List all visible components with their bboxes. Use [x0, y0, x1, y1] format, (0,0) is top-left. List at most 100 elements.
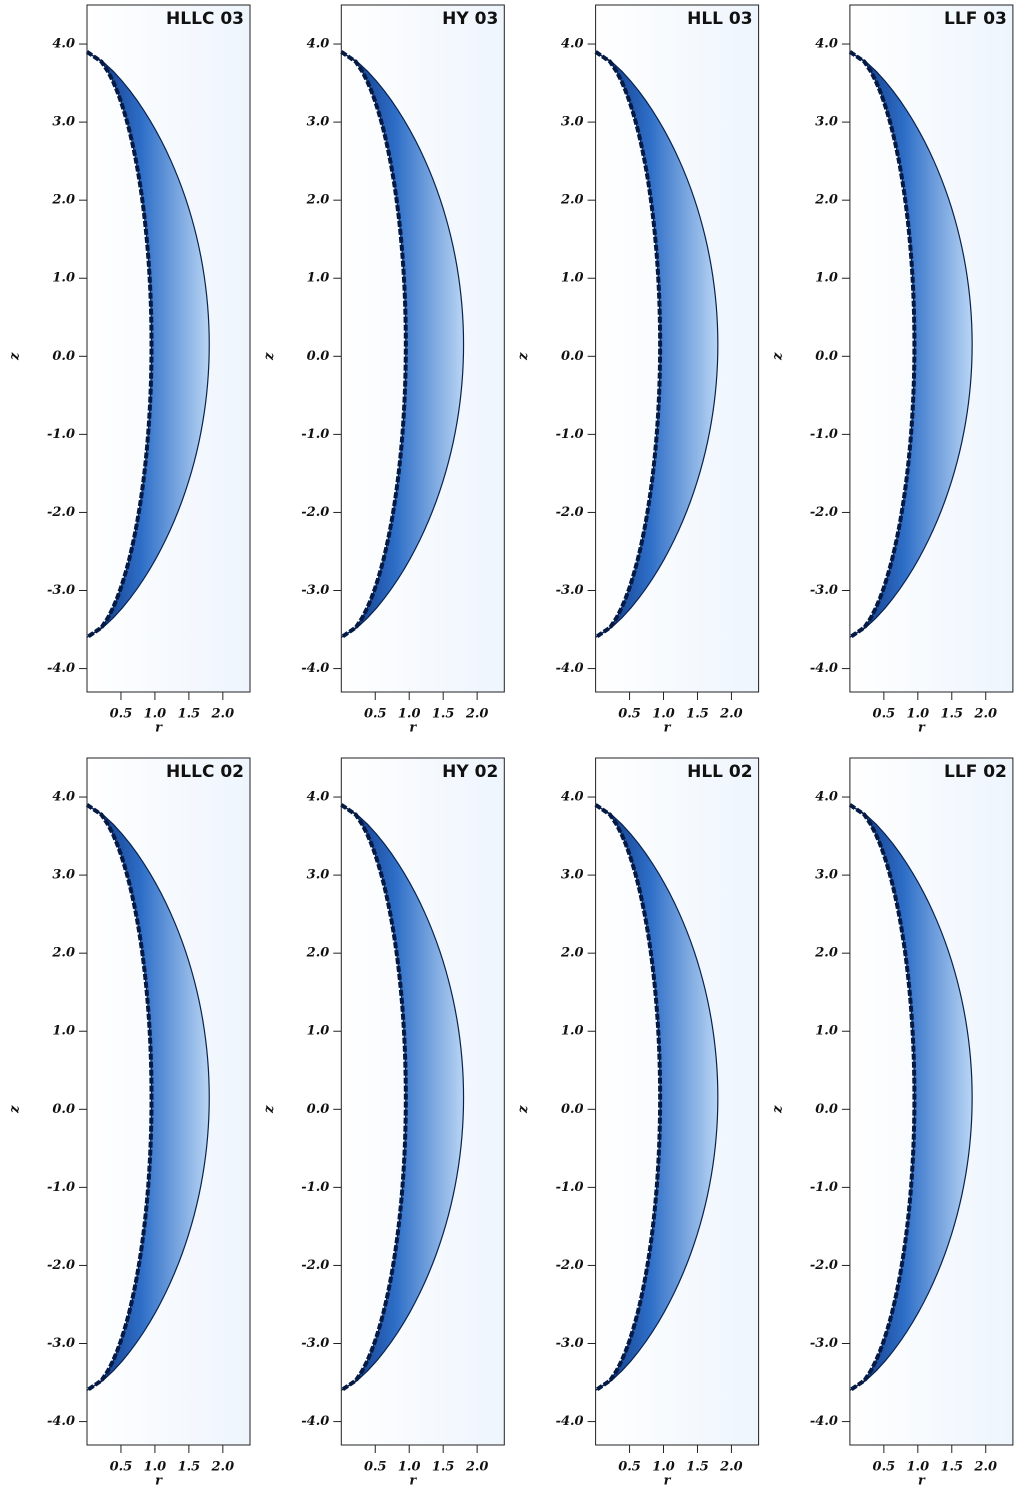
- panel-title: HLLC 03: [166, 9, 244, 29]
- y-tick-label: -2.0: [556, 505, 584, 520]
- x-tick-label: 2.0: [465, 707, 489, 722]
- y-tick-label: -1.0: [301, 427, 329, 442]
- y-tick-label: -2.0: [556, 1258, 584, 1273]
- y-tick-label: 4.0: [561, 37, 584, 52]
- y-tick-label: -3.0: [301, 1336, 329, 1351]
- y-tick-label: -4.0: [47, 1414, 75, 1429]
- y-tick-label: 3.0: [307, 115, 330, 130]
- panel: LLF 03 -4.0 -3.0 -2.0 -1.0 0.0 1.0 2.0 3.0 4.0 0.5…: [770, 4, 1014, 736]
- y-tick-label: 0.0: [815, 349, 838, 364]
- x-axis-label: r: [155, 721, 163, 736]
- y-tick-label: 1.0: [52, 1024, 75, 1039]
- y-tick-label: 1.0: [561, 1024, 584, 1039]
- contact-surface: [594, 50, 663, 640]
- y-tick-label: -4.0: [810, 1414, 838, 1429]
- y-tick-label: 1.0: [307, 1024, 330, 1039]
- x-axis-label: r: [409, 721, 417, 736]
- panel-title: HLL 03: [687, 9, 752, 29]
- y-tick-label: -3.0: [47, 583, 75, 598]
- y-tick-label: -4.0: [301, 1414, 329, 1429]
- y-tick-label: 1.0: [561, 271, 584, 286]
- y-tick-label: -1.0: [47, 427, 75, 442]
- x-axis-label: r: [918, 721, 926, 736]
- y-tick-label: 2.0: [306, 193, 330, 208]
- y-tick-label: -1.0: [810, 427, 838, 442]
- y-tick-label: -4.0: [47, 661, 75, 676]
- y-tick-label: 4.0: [815, 790, 838, 805]
- y-tick-label: -1.0: [556, 427, 584, 442]
- x-axis-label: r: [409, 1474, 417, 1488]
- x-tick-label: 2.0: [211, 1460, 235, 1475]
- y-axis-label: z: [516, 352, 531, 361]
- contact-surface: [85, 50, 154, 640]
- y-tick-label: 1.0: [815, 271, 838, 286]
- y-tick-label: -2.0: [810, 1258, 838, 1273]
- y-tick-label: 2.0: [306, 946, 330, 961]
- y-tick-label: 0.0: [52, 1102, 75, 1117]
- y-tick-label: 4.0: [307, 37, 330, 52]
- panel: HY 02 -4.0 -3.0 -2.0 -1.0 0.0 1.0 2.0 3.0 4.0 0.5 1…: [262, 757, 505, 1488]
- x-axis-label: r: [664, 1474, 672, 1488]
- x-tick-label: 0.5: [873, 707, 896, 722]
- y-tick-label: 4.0: [307, 790, 330, 805]
- x-tick-label: 1.5: [432, 1460, 455, 1475]
- x-tick-label: 1.5: [940, 707, 963, 722]
- y-tick-label: 3.0: [52, 115, 75, 130]
- y-axis-label: z: [262, 352, 277, 361]
- y-tick-label: 3.0: [561, 868, 584, 883]
- x-tick-label: 1.5: [686, 707, 709, 722]
- y-tick-label: 0.0: [815, 1102, 838, 1117]
- y-tick-label: -1.0: [47, 1180, 75, 1195]
- y-tick-label: 3.0: [815, 868, 838, 883]
- x-tick-label: 1.0: [144, 1460, 167, 1475]
- x-tick-label: 1.0: [398, 1460, 421, 1475]
- y-tick-label: 0.0: [52, 349, 75, 364]
- plot-frame: [595, 757, 760, 1446]
- y-tick-label: -2.0: [47, 1258, 75, 1273]
- panel-title: HLLC 02: [166, 762, 244, 782]
- x-tick-label: 1.0: [144, 707, 167, 722]
- y-tick-label: 0.0: [561, 349, 584, 364]
- contact-surface: [848, 803, 917, 1393]
- y-tick-label: 0.0: [307, 349, 330, 364]
- contact-surface: [848, 50, 917, 640]
- x-tick-label: 0.5: [618, 707, 641, 722]
- y-tick-label: 2.0: [560, 193, 584, 208]
- y-tick-label: 1.0: [307, 271, 330, 286]
- x-axis-label: r: [664, 721, 672, 736]
- plot-frame: [849, 4, 1014, 693]
- y-axis-label: z: [516, 1105, 531, 1114]
- y-axis-label: z: [770, 1105, 785, 1114]
- x-tick-label: 1.5: [686, 1460, 709, 1475]
- y-tick-label: -1.0: [810, 1180, 838, 1195]
- y-tick-label: -1.0: [301, 1180, 329, 1195]
- y-tick-label: -4.0: [556, 661, 584, 676]
- x-tick-label: 2.0: [719, 1460, 743, 1475]
- x-tick-label: 2.0: [973, 1460, 997, 1475]
- contact-surface: [340, 803, 408, 1393]
- y-tick-label: 1.0: [815, 1024, 838, 1039]
- y-tick-label: -3.0: [556, 1336, 584, 1351]
- y-tick-label: -1.0: [556, 1180, 584, 1195]
- x-tick-label: 0.5: [873, 1460, 896, 1475]
- plot-frame: [86, 4, 251, 693]
- panel-title: HY 03: [442, 9, 498, 29]
- x-axis-label: r: [155, 1474, 163, 1488]
- panel-title: HY 02: [442, 762, 498, 782]
- y-tick-label: -4.0: [556, 1414, 584, 1429]
- plot-frame: [340, 4, 505, 693]
- y-tick-label: -3.0: [47, 1336, 75, 1351]
- y-tick-label: 4.0: [52, 37, 75, 52]
- y-tick-label: -3.0: [301, 583, 329, 598]
- plot-frame: [595, 4, 760, 693]
- x-tick-label: 2.0: [211, 707, 235, 722]
- panel-title: LLF 03: [944, 9, 1007, 29]
- y-tick-label: 4.0: [815, 37, 838, 52]
- y-tick-label: -2.0: [301, 1258, 329, 1273]
- panel: LLF 02 -4.0 -3.0 -2.0 -1.0 0.0 1.0 2.0 3.0 4.0 0.5…: [770, 757, 1014, 1488]
- plot-frame: [340, 757, 505, 1446]
- y-tick-label: 2.0: [51, 946, 75, 961]
- x-tick-label: 1.0: [652, 1460, 675, 1475]
- y-axis-label: z: [8, 1105, 23, 1114]
- y-tick-label: -3.0: [810, 583, 838, 598]
